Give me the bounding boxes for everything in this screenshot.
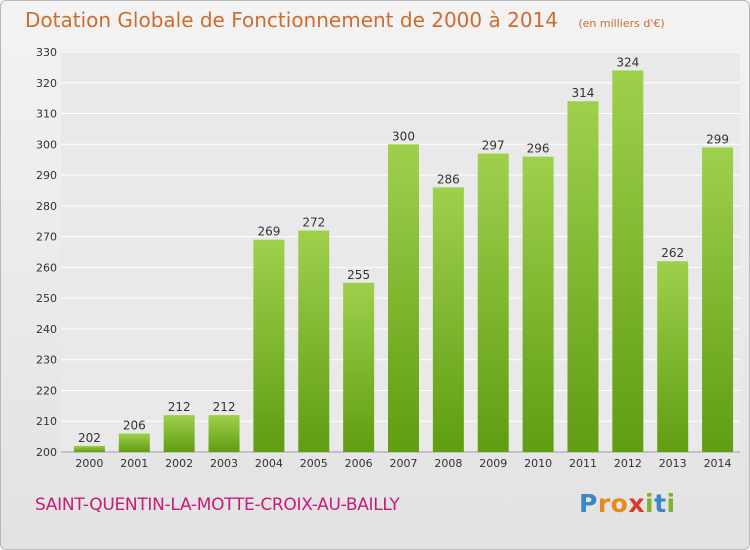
x-tick-label-2008: 2008 <box>434 457 462 470</box>
bar-2010 <box>522 156 554 452</box>
value-label-2005: 272 <box>302 215 325 229</box>
bar-2006 <box>343 282 375 452</box>
y-tick-label: 300 <box>36 138 57 151</box>
y-tick-label: 220 <box>36 384 57 397</box>
y-tick-label: 310 <box>36 108 57 121</box>
logo-letter: r <box>597 489 611 518</box>
y-tick-label: 290 <box>36 169 57 182</box>
logo-letter: x <box>628 489 645 518</box>
bar-2001 <box>118 433 150 452</box>
logo-letter: o <box>610 489 629 518</box>
bar-2009 <box>477 153 509 453</box>
value-label-2004: 269 <box>257 225 280 239</box>
x-tick-label-2007: 2007 <box>390 457 418 470</box>
x-tick-label-2013: 2013 <box>659 457 687 470</box>
bar-chart: 200 210 220 230 240 250 260 270 280 290 300 310 320 3… <box>36 46 740 470</box>
bar-2007 <box>388 144 419 453</box>
value-label-2003: 212 <box>213 400 236 414</box>
x-tick-label-2003: 2003 <box>210 457 238 470</box>
chart-title: Dotation Globale de Fonctionnement de 20… <box>25 8 665 32</box>
bar-2013 <box>657 261 689 452</box>
value-label-2006: 255 <box>347 268 370 282</box>
y-tick-label: 240 <box>36 323 57 336</box>
bar-2004 <box>253 239 285 452</box>
proxiti-logo: Proxiti <box>579 489 676 518</box>
commune-name: SAINT-QUENTIN-LA-MOTTE-CROIX-AU-BAILLY <box>35 495 400 515</box>
bar-2003 <box>208 415 240 452</box>
value-label-2014: 299 <box>706 132 729 146</box>
value-label-2011: 314 <box>572 86 595 100</box>
value-label-2008: 286 <box>437 172 460 186</box>
x-tick-label-2004: 2004 <box>255 457 283 470</box>
x-tick-label-2009: 2009 <box>479 457 507 470</box>
bar-2012 <box>612 70 644 452</box>
y-tick-label: 210 <box>36 415 57 428</box>
x-tick-label-2000: 2000 <box>75 457 103 470</box>
bar-2014 <box>702 147 734 452</box>
x-tick-label-2014: 2014 <box>704 457 732 470</box>
y-tick-label: 260 <box>36 261 57 274</box>
logo-letter: P <box>579 489 598 518</box>
value-label-2007: 300 <box>392 129 415 143</box>
y-tick-label: 280 <box>36 200 57 213</box>
value-label-2002: 212 <box>168 400 191 414</box>
y-tick-label: 250 <box>36 292 57 305</box>
logo-letter: t <box>654 489 667 518</box>
x-tick-label-2012: 2012 <box>614 457 642 470</box>
y-tick-label: 270 <box>36 231 57 244</box>
value-label-2013: 262 <box>661 246 684 260</box>
x-tick-label-2010: 2010 <box>524 457 552 470</box>
x-tick-label-2001: 2001 <box>120 457 148 470</box>
value-label-2000: 202 <box>78 431 101 445</box>
value-label-2010: 296 <box>527 142 550 156</box>
x-tick-label-2006: 2006 <box>345 457 373 470</box>
bar-2000 <box>73 445 105 452</box>
logo-letter: i <box>645 489 655 518</box>
x-tick-label-2011: 2011 <box>569 457 597 470</box>
y-tick-label: 330 <box>36 46 57 59</box>
chart-title-text: Dotation Globale de Fonctionnement de 20… <box>25 8 558 32</box>
bar-2008 <box>432 187 464 452</box>
bar-2005 <box>298 230 330 452</box>
value-label-2001: 206 <box>123 419 146 433</box>
chart-subtitle: (en milliers d'€) <box>578 17 665 30</box>
y-tick-label: 320 <box>36 77 57 90</box>
value-label-2012: 324 <box>616 55 639 69</box>
bar-2011 <box>567 101 599 452</box>
x-tick-label-2005: 2005 <box>300 457 328 470</box>
y-tick-label: 230 <box>36 354 57 367</box>
bar-2002 <box>163 415 195 452</box>
value-label-2009: 297 <box>482 139 505 153</box>
y-tick-label: 200 <box>36 446 57 459</box>
x-tick-label-2002: 2002 <box>165 457 193 470</box>
logo-letter: i <box>666 489 676 518</box>
